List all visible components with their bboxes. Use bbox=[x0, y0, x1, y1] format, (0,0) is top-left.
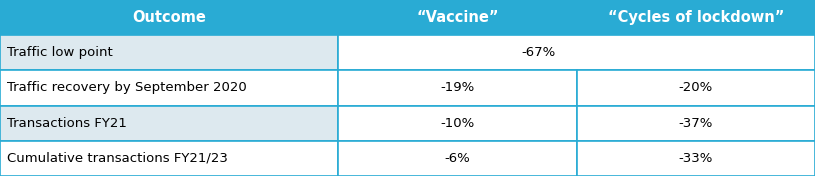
Bar bbox=[0, 35, 338, 70]
Text: Outcome: Outcome bbox=[132, 10, 206, 25]
Bar bbox=[338, 35, 815, 70]
Text: Cumulative transactions FY21/23: Cumulative transactions FY21/23 bbox=[7, 152, 227, 165]
Text: “Vaccine”: “Vaccine” bbox=[416, 10, 499, 25]
Text: -33%: -33% bbox=[679, 152, 713, 165]
Text: -67%: -67% bbox=[522, 46, 556, 59]
Bar bbox=[0, 106, 338, 141]
Bar bbox=[577, 70, 815, 106]
Text: -19%: -19% bbox=[440, 81, 474, 95]
Bar bbox=[0, 70, 338, 106]
Text: -37%: -37% bbox=[679, 117, 713, 130]
Text: -6%: -6% bbox=[444, 152, 470, 165]
Bar bbox=[577, 106, 815, 141]
Text: Transactions FY21: Transactions FY21 bbox=[7, 117, 126, 130]
Bar bbox=[338, 141, 577, 176]
Bar bbox=[0, 141, 338, 176]
Text: “Cycles of lockdown”: “Cycles of lockdown” bbox=[608, 10, 784, 25]
Bar bbox=[338, 70, 577, 106]
Text: Traffic recovery by September 2020: Traffic recovery by September 2020 bbox=[7, 81, 246, 95]
Text: -20%: -20% bbox=[679, 81, 713, 95]
Bar bbox=[338, 0, 577, 35]
Text: Traffic low point: Traffic low point bbox=[7, 46, 112, 59]
Text: -10%: -10% bbox=[440, 117, 474, 130]
Bar bbox=[577, 141, 815, 176]
Bar bbox=[338, 106, 577, 141]
Bar bbox=[0, 0, 338, 35]
Bar bbox=[577, 0, 815, 35]
